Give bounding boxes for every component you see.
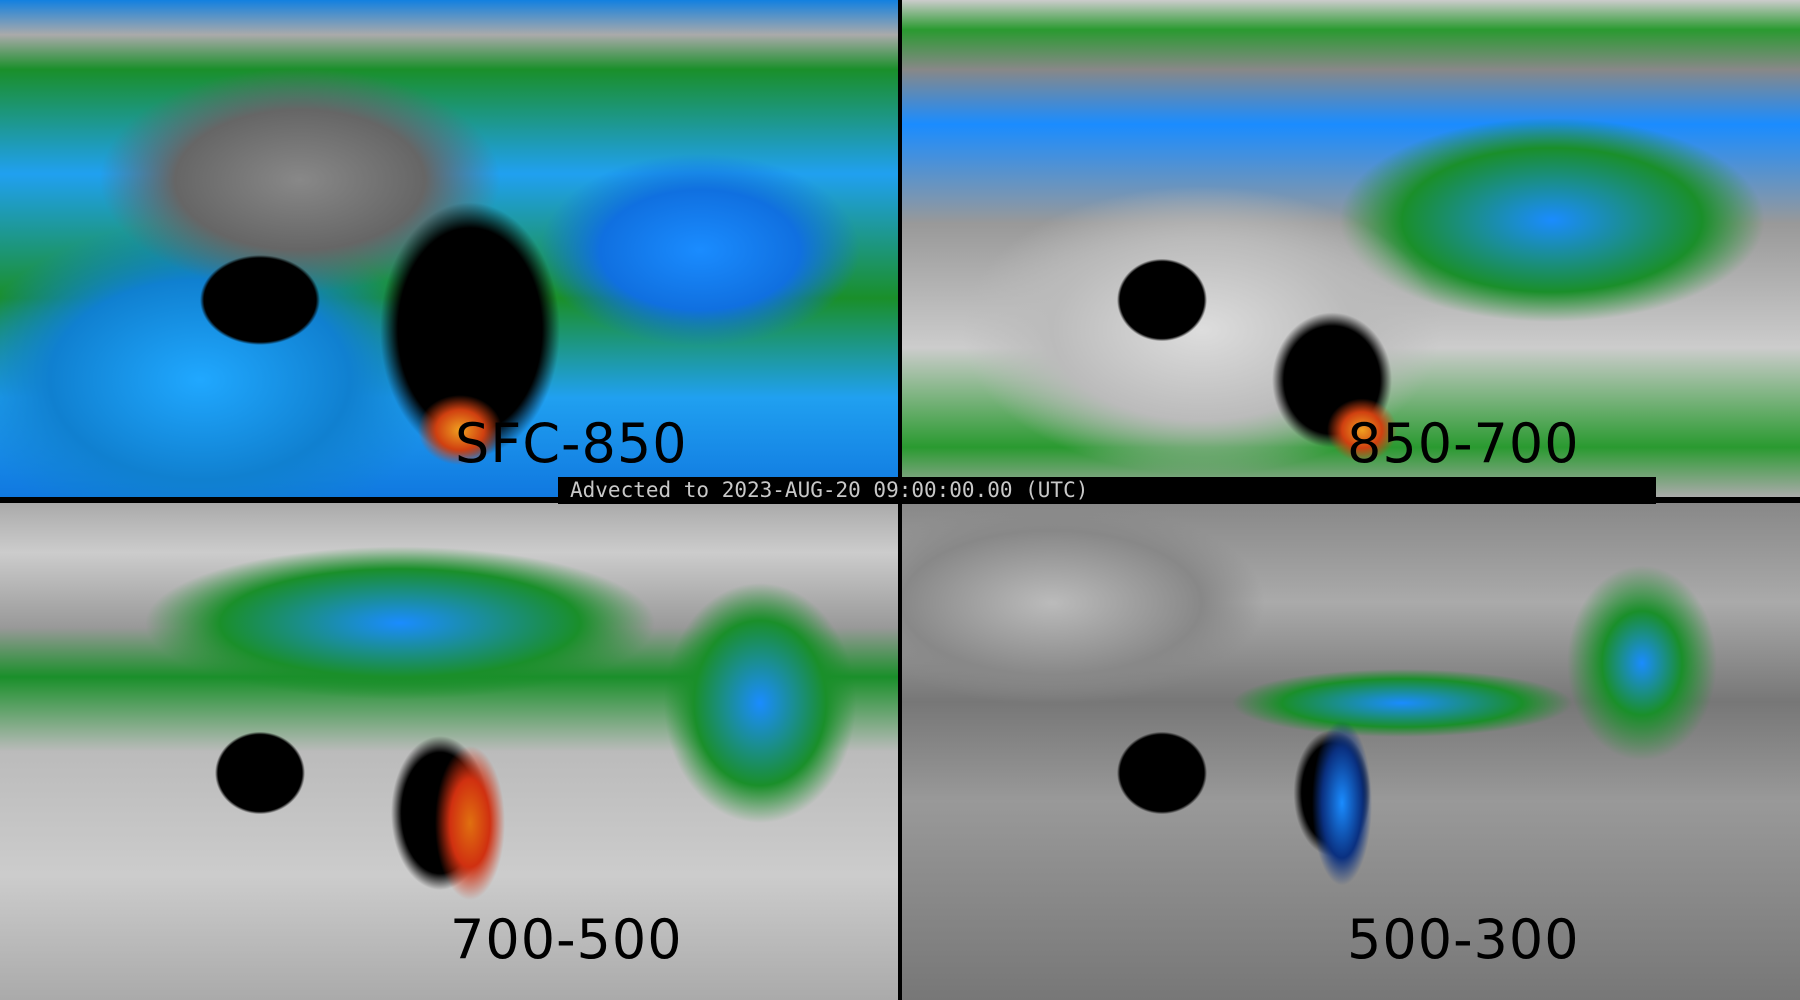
layer-label: 700-500 xyxy=(450,908,683,971)
layer-label: 850-700 xyxy=(1347,412,1580,475)
map-panel-700-500: 700-500 xyxy=(0,503,898,1000)
map-panel-850-700: 850-700 xyxy=(902,0,1800,497)
map-panel-500-300: 500-300 xyxy=(902,503,1800,1000)
layer-label: SFC-850 xyxy=(455,412,688,475)
timestamp-banner: Advected to 2023-AUG-20 09:00:00.00 (UTC… xyxy=(558,477,1656,504)
layer-label: 500-300 xyxy=(1347,908,1580,971)
map-panel-sfc-850: SFC-850 xyxy=(0,0,898,497)
timestamp-text: Advected to 2023-AUG-20 09:00:00.00 (UTC… xyxy=(570,478,1089,502)
